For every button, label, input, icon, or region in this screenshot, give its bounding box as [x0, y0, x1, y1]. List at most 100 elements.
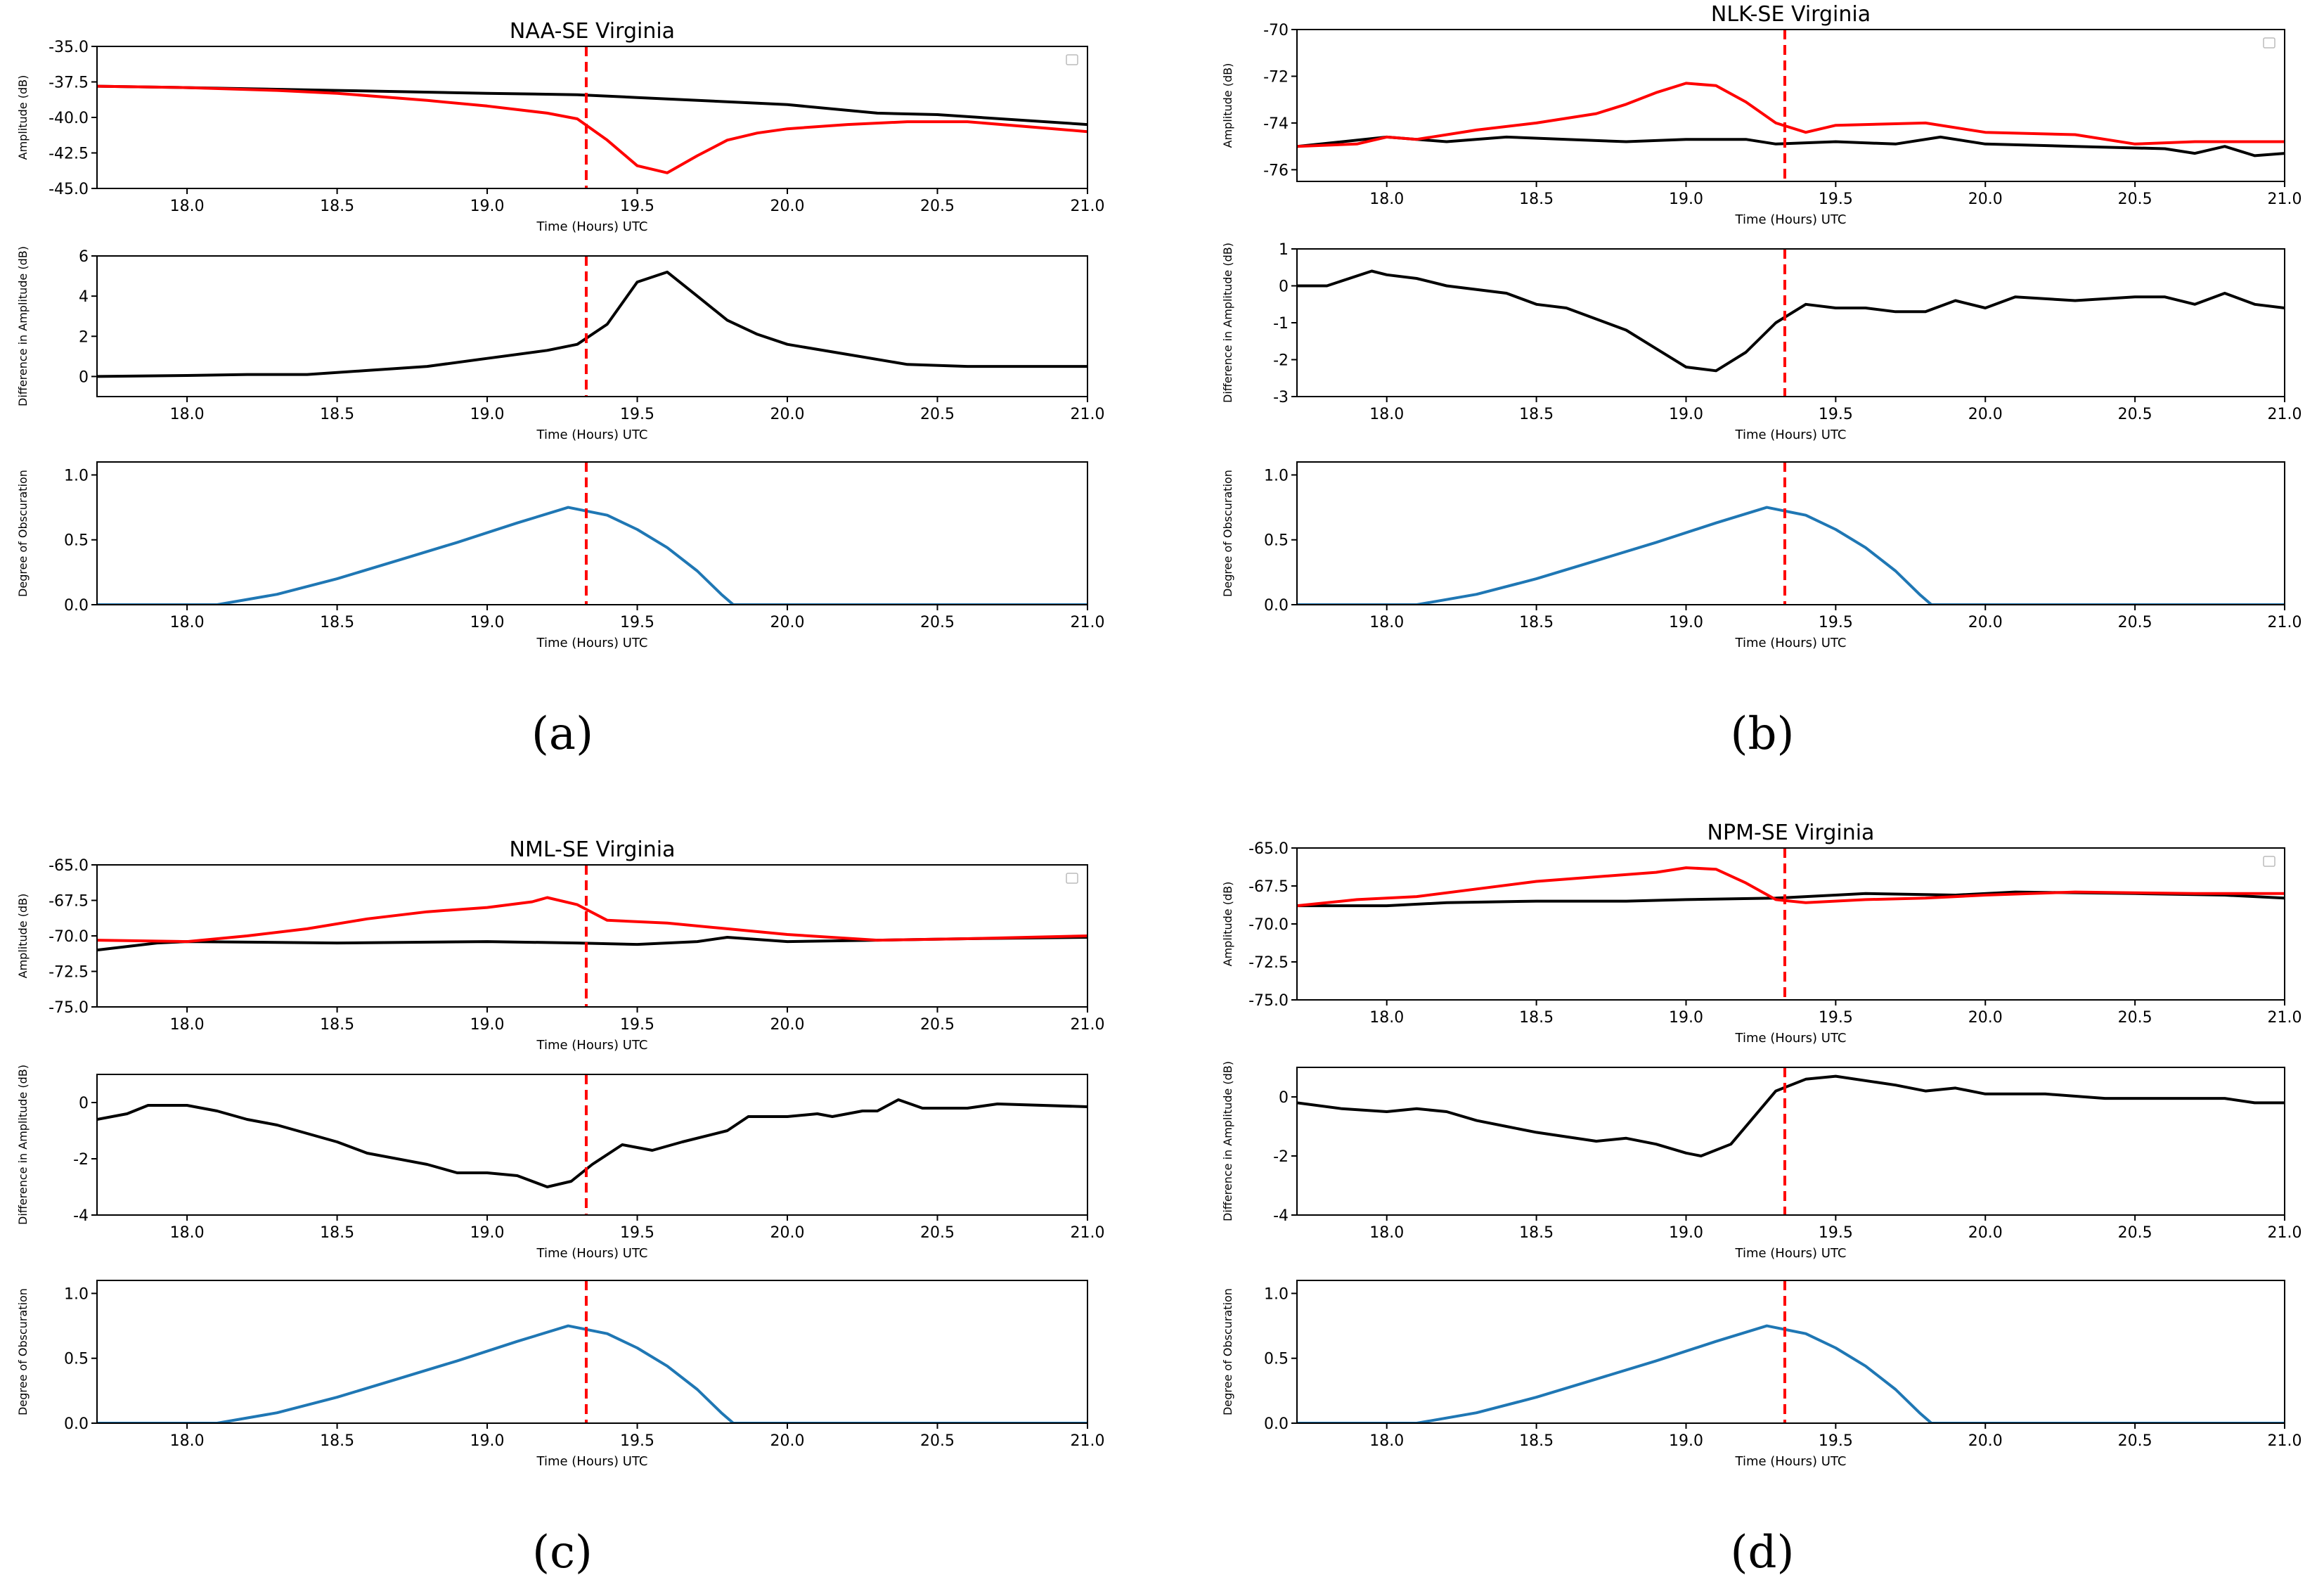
y-tick-label: -3 — [1273, 389, 1289, 406]
x-tick-label: 19.5 — [620, 1224, 654, 1242]
x-tick-label: 19.0 — [470, 614, 505, 631]
y-axis-label: Difference in Amplitude (dB) — [1221, 1061, 1234, 1221]
x-tick-label: 21.0 — [2268, 1009, 2302, 1027]
panel-c: 18.0 18.5 19.0 19.5 20.0 20.5 21.0 -75.0 -72.5 -7… — [16, 837, 1104, 1579]
x-tick-label: 20.5 — [2118, 1432, 2152, 1450]
x-tick-label: 21.0 — [1071, 1432, 1105, 1450]
subplot-difference: 18.0 18.5 19.0 19.5 20.0 20.5 21.0 0 2 4 6 Time (Ho… — [16, 246, 1104, 442]
x-tick-label: 19.0 — [1669, 191, 1703, 208]
y-tick-label: -72 — [1263, 68, 1289, 86]
x-tick-label: 20.0 — [770, 198, 805, 215]
series-line-difference — [97, 270, 1087, 378]
y-tick-label: -2 — [73, 1151, 89, 1169]
series-line-obscuration — [1297, 1324, 2285, 1423]
x-tick-label: 21.0 — [2268, 1224, 2302, 1242]
y-tick-label: 0.0 — [1264, 1415, 1289, 1433]
x-axis-label: Time (Hours) UTC — [1735, 1246, 1847, 1261]
series-line-obscuration — [97, 506, 1087, 605]
y-tick-label: 0.5 — [64, 1351, 89, 1368]
x-tick-label: 20.0 — [1968, 191, 2003, 208]
x-tick-label: 20.0 — [1968, 1009, 2003, 1027]
panel-label: (c) — [532, 1527, 593, 1579]
x-axis-label: Time (Hours) UTC — [536, 219, 648, 234]
x-tick-label: 18.5 — [1519, 406, 1554, 423]
y-tick-label: -35.0 — [49, 39, 89, 56]
x-tick-label: 18.0 — [1369, 1432, 1404, 1450]
axes-frame — [96, 461, 1088, 605]
y-tick-label: 1.0 — [64, 1285, 89, 1303]
x-axis-label: Time (Hours) UTC — [536, 636, 648, 650]
y-tick-label: -67.5 — [1248, 878, 1289, 896]
x-tick-label: 20.5 — [2118, 191, 2152, 208]
series-line-eclipse-day — [97, 84, 1087, 174]
y-tick-label: 0.0 — [1264, 597, 1289, 615]
subplot-amplitude: 18.0 18.5 19.0 19.5 20.0 20.5 21.0 -76 -74 -72 -70… — [1221, 2, 2302, 227]
x-tick-label: 20.5 — [920, 1224, 955, 1242]
x-tick-label: 19.0 — [470, 198, 505, 215]
panel-b: 18.0 18.5 19.0 19.5 20.0 20.5 21.0 -76 -74 -72 -70… — [1221, 2, 2302, 760]
y-tick-label: -37.5 — [49, 75, 89, 92]
subplot-obscuration: 18.0 18.5 19.0 19.5 20.0 20.5 21.0 0.0 0.5 1.0 Tim… — [16, 1280, 1104, 1469]
subplot-difference: 18.0 18.5 19.0 19.5 20.0 20.5 21.0 -4 -2 0 Time (H… — [1221, 1061, 2302, 1261]
y-tick-label: -75.0 — [49, 999, 89, 1017]
x-tick-label: 20.0 — [1968, 406, 2003, 423]
x-tick-label: 20.5 — [2118, 1224, 2152, 1242]
panel-label: (d) — [1731, 1527, 1795, 1579]
y-tick-label: -65.0 — [49, 857, 89, 875]
legend-box — [2263, 856, 2275, 867]
y-tick-label: 0.0 — [64, 597, 89, 615]
x-tick-label: 19.5 — [620, 614, 654, 631]
y-axis-label: Amplitude (dB) — [1221, 882, 1234, 967]
series-line-reference — [97, 84, 1087, 127]
series-line-difference — [1297, 1074, 2285, 1157]
x-tick-label: 19.0 — [1669, 614, 1703, 631]
y-tick-label: 1.0 — [1264, 1285, 1289, 1303]
x-tick-label: 19.0 — [470, 1016, 505, 1034]
y-tick-label: -72.5 — [49, 964, 89, 982]
subplot-amplitude: 18.0 18.5 19.0 19.5 20.0 20.5 21.0 -75.0 -72.5 -7… — [16, 837, 1104, 1053]
x-tick-label: 18.5 — [1519, 1432, 1554, 1450]
axes-frame — [1296, 1280, 2285, 1424]
y-tick-label: -1 — [1273, 315, 1289, 333]
x-tick-label: 18.0 — [170, 1224, 205, 1242]
x-tick-label: 19.0 — [1669, 1009, 1703, 1027]
y-axis-label: Degree of Obscuration — [1221, 470, 1234, 597]
x-tick-label: 19.5 — [620, 198, 654, 215]
panel-a: 18.0 18.5 19.0 19.5 20.0 20.5 21.0-45.0-42.5-4… — [16, 19, 1104, 760]
x-tick-label: 21.0 — [1071, 198, 1105, 215]
y-axis-label: Amplitude (dB) — [1221, 63, 1234, 148]
x-tick-label: 19.5 — [1819, 1224, 1853, 1242]
y-tick-label: -70 — [1263, 22, 1289, 39]
x-tick-label: 18.0 — [170, 1016, 205, 1034]
series-line-reference — [1297, 135, 2285, 158]
x-tick-label: 19.5 — [620, 1016, 654, 1034]
x-axis-label: Time (Hours) UTC — [1735, 1031, 1847, 1046]
y-tick-label: -74 — [1263, 115, 1289, 133]
y-axis-label: Degree of Obscuration — [16, 1288, 30, 1415]
x-tick-label: 18.0 — [170, 1432, 205, 1450]
x-tick-label: 19.5 — [1819, 1432, 1853, 1450]
series-line-eclipse-day — [1297, 866, 2285, 908]
x-tick-label: 19.5 — [1819, 1009, 1853, 1027]
panel-d: 18.0 18.5 19.0 19.5 20.0 20.5 21.0 -75.0 -72.5 -7… — [1221, 821, 2302, 1579]
x-tick-label: 18.0 — [1369, 614, 1404, 631]
x-tick-label: 20.5 — [920, 406, 955, 423]
x-tick-label: 18.0 — [1369, 191, 1404, 208]
legend-box — [1066, 54, 1078, 65]
panel-label: (b) — [1731, 708, 1795, 760]
axes-frame — [1296, 248, 2285, 397]
y-tick-label: -70.0 — [1248, 916, 1289, 934]
x-axis-label: Time (Hours) UTC — [536, 1454, 648, 1469]
x-tick-label: 21.0 — [2268, 406, 2302, 423]
y-tick-label: -70.0 — [49, 928, 89, 946]
y-axis-label: Degree of Obscuration — [1221, 1288, 1234, 1415]
x-tick-label: 18.0 — [1369, 1224, 1404, 1242]
subplot-obscuration: 18.0 18.5 19.0 19.5 20.0 20.5 21.0 0.0 0.5 1.0 Tim… — [1221, 461, 2302, 650]
y-tick-label: 0 — [1279, 1089, 1289, 1107]
x-tick-label: 20.5 — [920, 1016, 955, 1034]
x-tick-label: 19.0 — [470, 406, 505, 423]
subplot-obscuration: 18.0 18.5 19.0 19.5 20.0 20.5 21.0 0.0 0.5 1.0 Tim… — [16, 461, 1104, 650]
x-tick-label: 18.5 — [320, 1016, 354, 1034]
axes-frame — [96, 1280, 1088, 1424]
